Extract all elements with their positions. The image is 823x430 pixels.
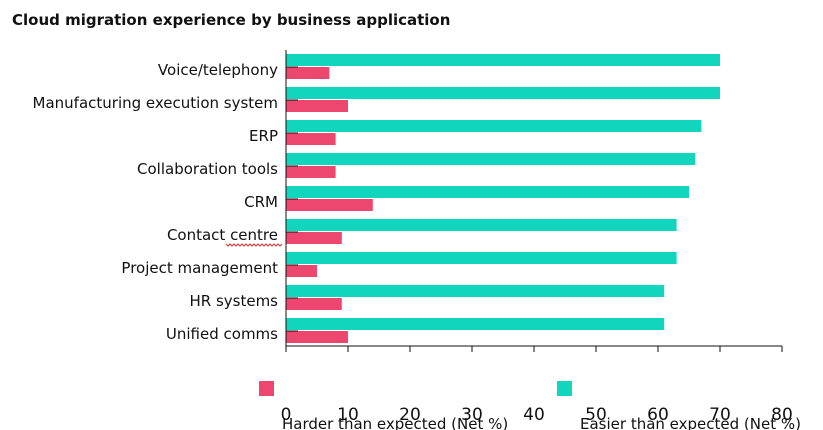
bar-harder-erp — [286, 133, 336, 145]
category-labels: Voice/telephony Manufacturing execution s… — [33, 61, 283, 343]
x-tick-label-40: 40 — [523, 405, 545, 425]
legend: Harder than expected (Net %) Easier than … — [259, 381, 801, 430]
bar-harder-voice-telephony — [286, 67, 330, 79]
bar-easier-unified-comms — [286, 318, 665, 330]
bar-harder-manufacturing-execution-system — [286, 100, 348, 112]
x-tick-label-70: 70 — [709, 405, 731, 425]
category-label-collaboration-tools: Collaboration tools — [137, 160, 278, 178]
category-label-manufacturing-execution-system: Manufacturing execution system — [33, 94, 278, 112]
x-tick-label-80: 80 — [771, 405, 793, 425]
bar-easier-project-management — [286, 252, 677, 264]
category-label-hr-systems: HR systems — [189, 292, 278, 310]
category-label-project-management: Project management — [121, 259, 278, 277]
category-label-erp: ERP — [249, 127, 278, 145]
x-tick-label-50: 50 — [585, 405, 607, 425]
bar-easier-collaboration-tools — [286, 153, 696, 165]
x-tick-label-20: 20 — [399, 405, 421, 425]
bar-harder-hr-systems — [286, 298, 342, 310]
bar-easier-crm — [286, 186, 689, 198]
bars-group — [286, 54, 720, 343]
chart-title: Cloud migration experience by business a… — [12, 11, 450, 29]
x-tick-label-30: 30 — [461, 405, 483, 425]
bar-harder-crm — [286, 199, 373, 211]
bar-harder-collaboration-tools — [286, 166, 336, 178]
legend-label-easier: Easier than expected (Net %) — [580, 415, 801, 430]
category-label-voice-telephony: Voice/telephony — [158, 61, 278, 79]
bar-easier-contact-centre — [286, 219, 677, 231]
legend-label-harder: Harder than expected (Net %) — [282, 415, 508, 430]
bar-easier-hr-systems — [286, 285, 665, 297]
bar-easier-manufacturing-execution-system — [286, 87, 720, 99]
category-label-contact-centre: Contact centre — [167, 226, 278, 244]
bar-easier-erp — [286, 120, 702, 132]
spellcheck-underline — [225, 243, 283, 247]
category-label-unified-comms: Unified comms — [166, 325, 278, 343]
x-tick-label-10: 10 — [337, 405, 359, 425]
x-axis-ticks: 0 10 20 30 40 50 60 70 80 — [281, 346, 793, 425]
x-tick-label-0: 0 — [281, 405, 292, 425]
x-tick-label-60: 60 — [647, 405, 669, 425]
legend-swatch-easier — [557, 381, 572, 396]
legend-swatch-harder — [259, 381, 274, 396]
bar-harder-project-management — [286, 265, 317, 277]
category-label-crm: CRM — [244, 193, 278, 211]
bar-easier-voice-telephony — [286, 54, 720, 66]
bar-harder-contact-centre — [286, 232, 342, 244]
bar-harder-unified-comms — [286, 331, 348, 343]
